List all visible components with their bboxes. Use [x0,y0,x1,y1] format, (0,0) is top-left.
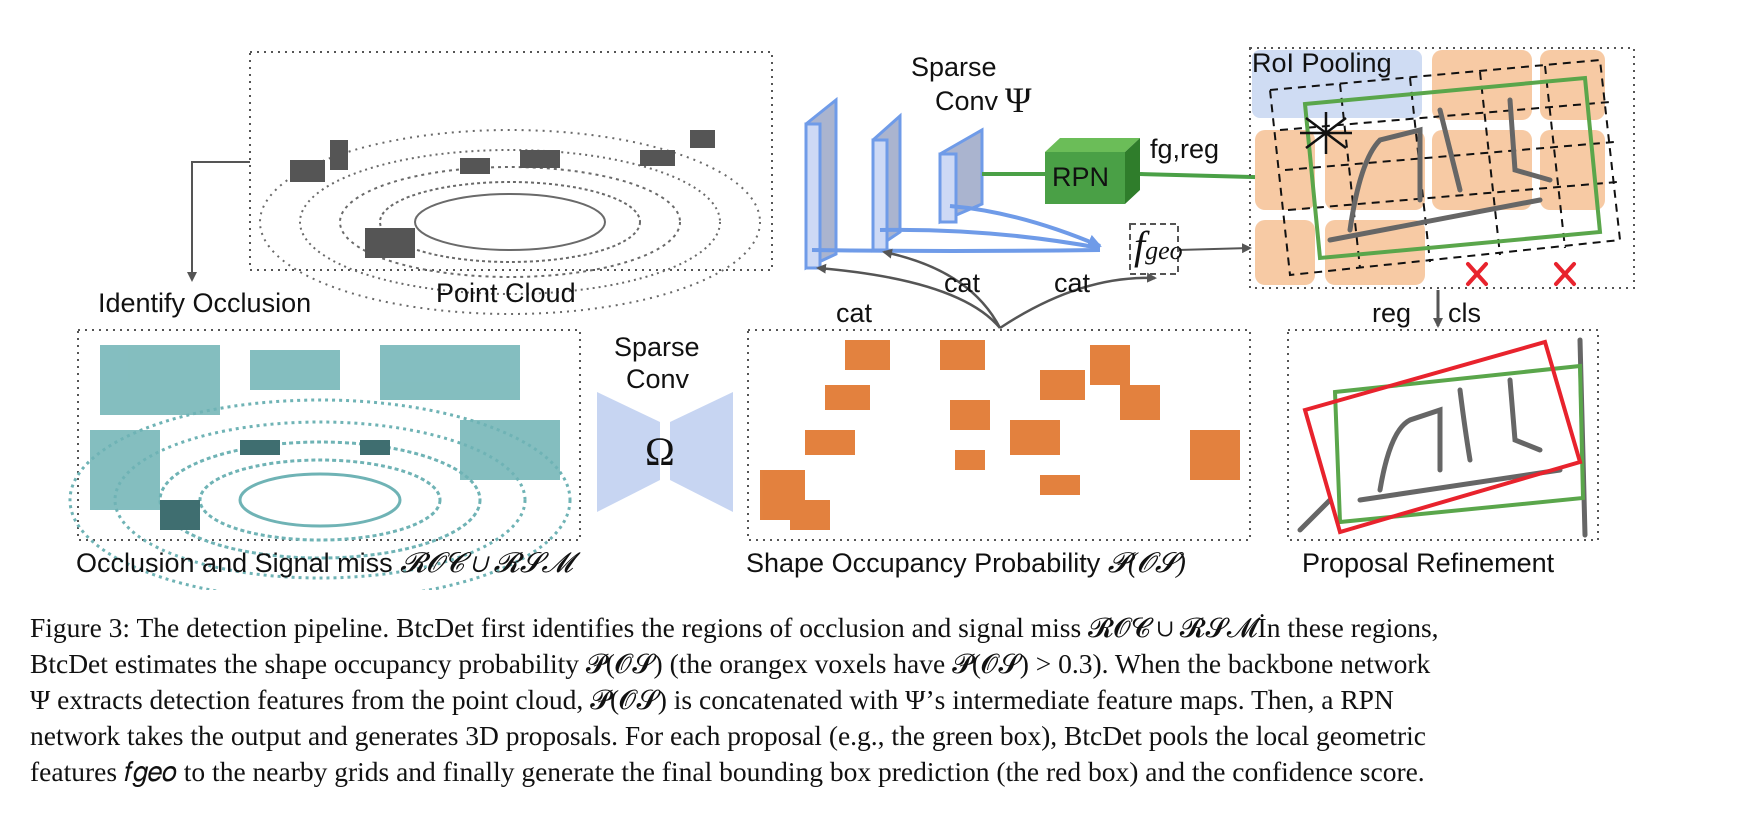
figure-caption: Figure 3: The detection pipeline. BtcDet… [30,610,1720,790]
psi-symbol: Ψ [1005,80,1032,120]
f-geo-label: fgeo [1134,223,1183,268]
cat-label-1: cat [944,268,981,298]
caption-line-3: Ψ extracts detection features from the p… [30,684,1394,715]
roi-panel [1249,47,1635,289]
fg-reg-label: fg,reg [1150,134,1220,164]
rpn-block [1045,138,1140,204]
occlusion-label: Occlusion and Signal miss 𝓡𝓞𝓒 ∪ 𝓡𝓢𝓜 [76,548,573,579]
shape-occupancy-math: 𝓟(𝓞𝓢) [1107,548,1186,579]
caption-line-2: BtcDet estimates the shape occupancy pro… [30,648,1431,679]
cls-label: cls [1448,298,1481,328]
sparse-conv-psi-label-line1: Sparse [911,52,997,82]
point-cloud-panel [249,51,773,315]
sparse-conv-omega-label-line1: Sparse [614,332,700,362]
sparse-conv-psi-label-line2: Conv [935,86,999,116]
occlusion-panel [68,329,581,590]
roi-center-star-icon [1300,112,1352,154]
shape-occupancy-label: Shape Occupancy Probability 𝓟(𝓞𝓢) [746,548,1186,579]
caption-line-4: network takes the output and generates 3… [30,720,1426,751]
proposal-refinement-label: Proposal Refinement [1302,548,1555,578]
pipeline-figure: Point Cloud Identify Occlusion Occlusion… [68,47,1635,590]
sparse-conv-psi [804,96,984,271]
reg-label: reg [1372,298,1412,328]
rpn-label: RPN [1052,162,1110,192]
omega-symbol: Ω [645,429,675,474]
feature-arrows [811,204,1102,253]
identify-occlusion-label: Identify Occlusion [98,288,312,318]
cat-label-2: cat [1054,268,1091,298]
fgeo-to-roi-arrow [1177,243,1252,254]
roi-pooling-label: RoI Pooling [1252,48,1392,78]
occlusion-math: 𝓡𝓞𝓒 ∪ 𝓡𝓢𝓜 [400,548,573,579]
refinement-panel [1287,329,1599,541]
point-cloud-label: Point Cloud [436,278,576,308]
caption-line-1: Figure 3: The detection pipeline. BtcDet… [30,612,1439,643]
cat-arrows [816,248,1157,330]
sparse-conv-omega-label-line2: Conv [626,364,690,394]
cat-label-3: cat [836,298,873,328]
caption-line-5: features 𝑓𝑔𝑒𝑜 to the nearby grids and fi… [30,756,1425,787]
rejected-x-icon [1466,262,1576,286]
shape-occupancy-panel [747,329,1251,541]
sparse-conv-omega [597,392,733,512]
identify-occlusion-arrow [187,161,250,282]
